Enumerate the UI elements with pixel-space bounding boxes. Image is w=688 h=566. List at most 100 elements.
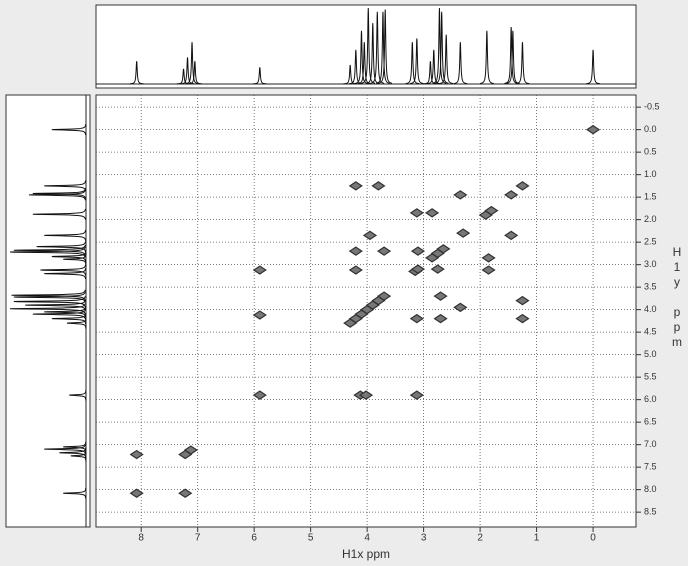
x-tick-label: 8 [138,533,144,544]
x-axis-title: H1x ppm [342,547,390,561]
x-tick-label: 0 [590,533,596,544]
cross-peak [129,488,144,498]
cross-peak [409,313,424,324]
projection-peak [370,11,385,84]
projection-peak [32,308,86,320]
cross-peak [481,265,496,275]
cross-peak [504,190,519,200]
x-tick-label: 7 [195,533,201,544]
projection-peak [36,241,87,253]
projection-peak [13,244,86,256]
projection-peak [423,61,438,85]
y-tick-label: 6.5 [644,417,657,427]
projection-peak [426,49,441,85]
x-tick-label: 3 [421,533,427,544]
cross-peak [433,291,448,301]
x-tick-label: 2 [477,533,483,544]
projection-peak [432,7,447,84]
cross-peak [362,230,378,241]
projection-peak [44,306,87,318]
cross-peak [252,310,267,320]
y-tick-label: 3.5 [644,282,657,292]
cross-peak [504,230,519,241]
cross-peak [453,190,468,200]
projection-peak [44,180,87,192]
projection-peak [405,42,420,85]
cross-peak [348,265,363,275]
x-tick-label: 1 [534,533,540,544]
y-tick-label: 7.5 [644,462,657,472]
cross-peak [481,253,496,263]
cross-peak [183,445,198,455]
projection-peak [129,61,144,85]
projection-peak [357,42,372,85]
projection-peak [410,38,424,85]
cross-peak [425,208,440,218]
cross-peak [433,313,448,324]
cross-peak [409,390,424,400]
projection-peak [504,26,519,84]
projection-peak [253,67,267,85]
projection-peak [188,61,202,85]
projection-peak [66,317,87,329]
cross-peak [430,264,445,274]
cross-peak [371,181,386,191]
cross-peak [484,205,499,216]
y-tick-label: 8.0 [644,484,657,494]
projection-peak [354,30,369,84]
y-tick-label: 4.0 [644,304,657,314]
cross-peak [515,295,530,306]
projection-peak [480,30,494,84]
projection-peak [180,57,195,85]
projection-peak [13,291,86,303]
y-tick-label: 6.0 [644,394,657,404]
y-tick-label: 5.5 [644,372,657,382]
cross-peak [409,208,424,218]
projection-peak [40,264,87,276]
projection-peak [439,34,454,85]
projection-peak [44,443,87,455]
cross-peak [358,390,374,400]
y-axis-title: H1y ppm [670,245,684,350]
projection-peak [343,64,357,85]
cross-peak [456,228,471,238]
cross-peak [252,265,267,275]
y-tick-label: 4.5 [644,327,657,337]
cross-peak [436,244,451,254]
x-tick-label: 4 [364,533,370,544]
projection-peak [515,42,530,85]
projection-peak [11,289,86,301]
projection-peak [32,208,86,220]
y-tick-label: 2.5 [644,237,657,247]
projection-peak [185,42,199,85]
cross-peak [453,302,468,313]
y-tick-label: 8.5 [644,507,657,517]
y-tick-label: 2.0 [644,214,657,224]
y-tick-label: 1.0 [644,169,657,179]
projection-peak [28,189,86,201]
cross-peak [585,124,601,135]
projection-peak [44,268,87,280]
projection-peak [378,9,393,84]
cross-peak [129,449,144,460]
projection-peak [376,11,390,84]
projection-peak [13,296,86,308]
projection-peak [51,124,87,136]
y-tick-label: 0.5 [644,147,657,157]
y-tick-label: 3.0 [644,259,657,269]
y-tick-label: -0.5 [644,102,660,112]
projection-peak [9,246,86,258]
x-tick-label: 6 [251,533,257,544]
y-tick-label: 1.5 [644,192,657,202]
cross-peak [348,246,363,256]
cross-peak [515,313,530,324]
projection-peak [63,487,87,499]
cross-peak [376,291,392,301]
cross-peak [252,390,267,400]
cross-peak [178,488,193,498]
cross-peak [348,181,363,191]
projection-peak [586,49,600,85]
projection-peak [63,441,87,453]
